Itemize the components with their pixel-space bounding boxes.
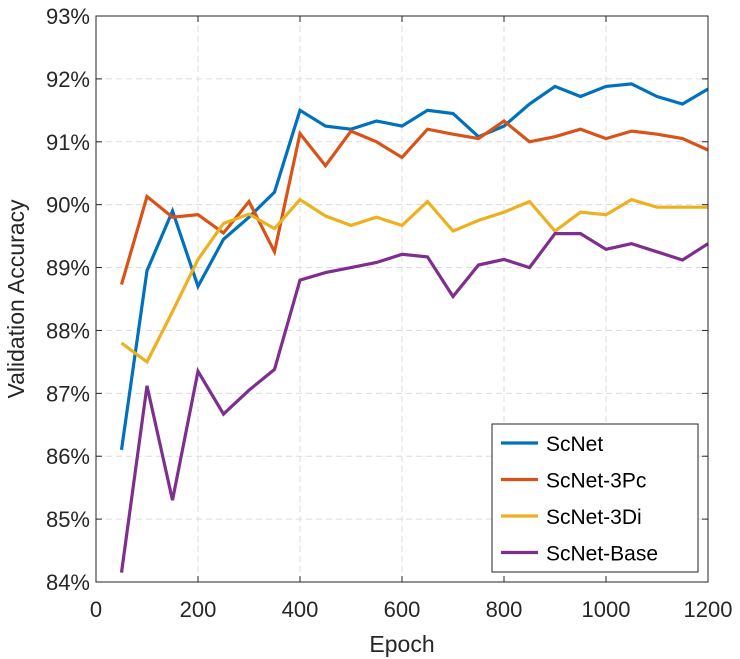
legend-label: ScNet — [546, 433, 603, 456]
y-axis-label: Validation Accuracy — [3, 199, 29, 399]
x-tick-label: 0 — [90, 597, 102, 622]
grid — [96, 16, 708, 582]
x-tick-label: 1200 — [684, 597, 733, 622]
legend-label: ScNet-3Di — [546, 506, 642, 529]
y-tick-label: 85% — [46, 507, 90, 532]
x-tick-label: 800 — [486, 597, 523, 622]
x-tick-label: 400 — [282, 597, 319, 622]
series-line-scnet-base — [119, 232, 709, 573]
series-line-scnet-3pc — [119, 119, 709, 285]
legend-label: ScNet-3Pc — [546, 470, 646, 493]
y-tick-label: 86% — [46, 444, 90, 469]
legend-label: ScNet-Base — [546, 543, 658, 566]
y-axis: 84% 85% 86% 87% 88% 89% 90% 91% 92% 93% — [46, 4, 708, 595]
y-tick-label: 89% — [46, 256, 90, 281]
y-tick-label: 84% — [46, 570, 90, 595]
x-tick-label: 1000 — [582, 597, 631, 622]
x-tick-label: 200 — [180, 597, 217, 622]
x-axis: 0 200 400 600 800 1000 1200 — [90, 16, 733, 622]
series-line-scnet-3di — [120, 197, 708, 365]
series-line-scnet — [119, 82, 709, 451]
y-tick-label: 93% — [46, 4, 90, 29]
y-tick-label: 92% — [46, 67, 90, 92]
x-tick-label: 600 — [384, 597, 421, 622]
legend-box — [491, 423, 699, 573]
y-tick-label: 87% — [46, 381, 90, 406]
y-tick-label: 90% — [46, 193, 90, 218]
x-axis-label: Epoch — [369, 631, 434, 657]
y-tick-label: 88% — [46, 318, 90, 343]
legend: ScNet ScNet-3Pc ScNet-3Di ScNet-Base — [491, 423, 699, 573]
y-tick-label: 91% — [46, 130, 90, 155]
series-lines — [119, 82, 709, 573]
